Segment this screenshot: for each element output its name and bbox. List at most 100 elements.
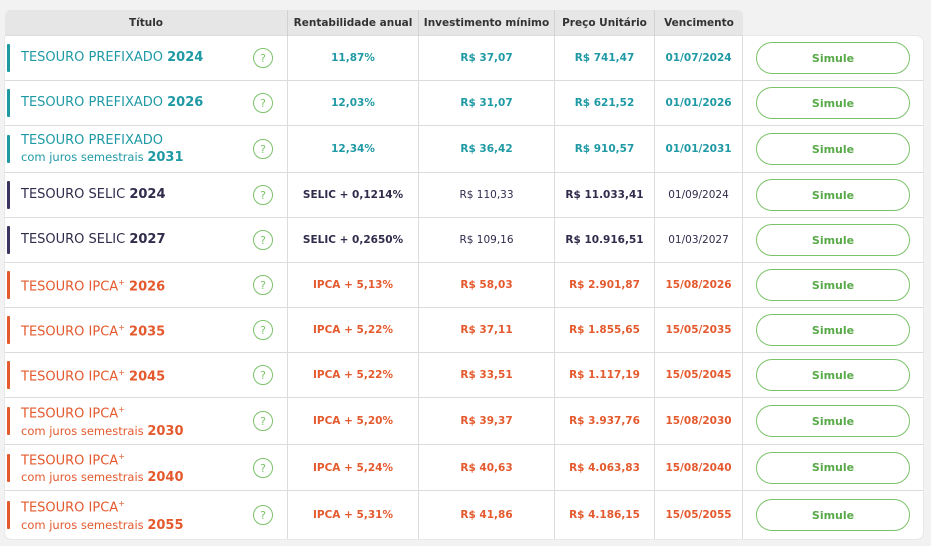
title-cell: TESOURO IPCA+ 2035? (5, 308, 288, 352)
vencimento-cell: 15/05/2035 (655, 308, 743, 352)
color-bar (7, 226, 10, 254)
bond-name: TESOURO IPCA+ 2026 (21, 275, 165, 295)
table-row: TESOURO SELIC 2027? SELIC + 0,2650% R$ 109… (5, 218, 923, 263)
bond-name: TESOURO PREFIXADO 2026 (21, 95, 203, 111)
bonds-table: TESOURO PREFIXADO 2024? 11,87% R$ 37,07 R$ … (5, 36, 923, 539)
bond-subtitle: com juros semestrais 2040 (21, 469, 184, 486)
title-cell: TESOURO PREFIXADO com juros semestrais 20… (5, 126, 288, 172)
rentabilidade-cell: IPCA + 5,20% (288, 398, 419, 444)
color-bar (7, 89, 10, 117)
color-bar (7, 271, 10, 299)
bond-year: 2055 (147, 517, 184, 533)
investimento-cell: R$ 37,11 (419, 308, 555, 352)
simule-button[interactable]: Simule (756, 87, 910, 119)
color-bar (7, 407, 10, 435)
help-icon[interactable]: ? (253, 505, 273, 525)
bond-title: TESOURO PREFIXADO com juros semestrais 20… (21, 133, 184, 166)
help-icon[interactable]: ? (253, 275, 273, 295)
simule-cell: Simule (743, 126, 923, 172)
bond-name-text: TESOURO IPCA (21, 279, 119, 295)
vencimento-cell: 01/03/2027 (655, 218, 743, 262)
title-cell: TESOURO IPCA+ com juros semestrais 2055? (5, 491, 288, 539)
investimento-cell: R$ 33,51 (419, 353, 555, 397)
bond-name-sup: + (118, 277, 125, 287)
bond-title: TESOURO SELIC 2024 (21, 187, 166, 203)
vencimento-cell: 01/07/2024 (655, 36, 743, 80)
rentabilidade-cell: IPCA + 5,24% (288, 445, 419, 490)
investimento-cell: R$ 31,07 (419, 81, 555, 125)
preco-cell: R$ 10.916,51 (555, 218, 655, 262)
investimento-cell: R$ 109,16 (419, 218, 555, 262)
bond-year: 2031 (147, 149, 184, 165)
simule-button[interactable]: Simule (756, 42, 910, 74)
bond-name: TESOURO IPCA+ (21, 449, 184, 469)
color-bar (7, 316, 10, 344)
bond-year: 2024 (129, 187, 166, 202)
vencimento-cell: 15/05/2055 (655, 491, 743, 539)
bond-year: 2035 (129, 324, 166, 340)
simule-cell: Simule (743, 398, 923, 444)
preco-cell: R$ 621,52 (555, 81, 655, 125)
bond-subtitle: com juros semestrais 2031 (21, 149, 184, 166)
help-icon[interactable]: ? (253, 230, 273, 250)
table-row: TESOURO IPCA+ com juros semestrais 2040? I… (5, 445, 923, 491)
bond-year: 2027 (129, 232, 166, 247)
simule-cell: Simule (743, 491, 923, 539)
preco-cell: R$ 4.186,15 (555, 491, 655, 539)
bond-name-text: TESOURO SELIC (21, 232, 126, 247)
bond-name-sup: + (118, 405, 125, 415)
simule-button[interactable]: Simule (756, 499, 910, 531)
help-icon[interactable]: ? (253, 411, 273, 431)
simule-cell: Simule (743, 445, 923, 490)
simule-button[interactable]: Simule (756, 224, 910, 256)
bond-name: TESOURO PREFIXADO 2024 (21, 50, 203, 66)
help-icon[interactable]: ? (253, 48, 273, 68)
color-bar (7, 44, 10, 72)
simule-cell: Simule (743, 81, 923, 125)
header-rentabilidade: Rentabilidade anual (288, 10, 419, 36)
bond-title: TESOURO IPCA+ 2026 (21, 275, 165, 295)
title-cell: TESOURO IPCA+ com juros semestrais 2030? (5, 398, 288, 444)
simule-button[interactable]: Simule (756, 359, 910, 391)
rentabilidade-cell: SELIC + 0,2650% (288, 218, 419, 262)
rentabilidade-cell: SELIC + 0,1214% (288, 173, 419, 217)
help-icon[interactable]: ? (253, 457, 273, 478)
header-investimento: Investimento mínimo (419, 10, 555, 36)
bond-name: TESOURO SELIC 2024 (21, 187, 166, 203)
title-cell: TESOURO PREFIXADO 2024? (5, 36, 288, 80)
color-bar (7, 501, 10, 529)
header-preco: Preço Unitário (555, 10, 655, 36)
investimento-cell: R$ 39,37 (419, 398, 555, 444)
simule-button[interactable]: Simule (756, 269, 910, 301)
simule-cell: Simule (743, 308, 923, 352)
bond-year: 2024 (167, 50, 204, 65)
simule-button[interactable]: Simule (756, 314, 910, 346)
table-row: TESOURO PREFIXADO 2026? 12,03% R$ 31,07 R$ … (5, 81, 923, 126)
vencimento-cell: 15/08/2026 (655, 263, 743, 307)
help-icon[interactable]: ? (253, 139, 273, 159)
bond-subtitle: com juros semestrais 2030 (21, 423, 184, 440)
bond-year: 2026 (129, 279, 166, 295)
rentabilidade-cell: IPCA + 5,22% (288, 353, 419, 397)
preco-cell: R$ 1.117,19 (555, 353, 655, 397)
bond-name: TESOURO IPCA+ 2045 (21, 365, 165, 385)
simule-cell: Simule (743, 263, 923, 307)
help-icon[interactable]: ? (253, 185, 273, 205)
simule-button[interactable]: Simule (756, 451, 910, 484)
bond-title: TESOURO IPCA+ com juros semestrais 2040 (21, 449, 184, 486)
simule-button[interactable]: Simule (756, 133, 910, 165)
help-icon[interactable]: ? (253, 365, 273, 385)
color-bar (7, 135, 10, 163)
help-icon[interactable]: ? (253, 93, 273, 113)
color-bar (7, 453, 10, 482)
rentabilidade-cell: IPCA + 5,31% (288, 491, 419, 539)
simule-button[interactable]: Simule (756, 179, 910, 211)
bond-name-text: TESOURO IPCA (21, 500, 119, 516)
header-vencimento: Vencimento (664, 17, 734, 29)
title-cell: TESOURO IPCA+ com juros semestrais 2040? (5, 445, 288, 490)
preco-cell: R$ 3.937,76 (555, 398, 655, 444)
rentabilidade-cell: IPCA + 5,22% (288, 308, 419, 352)
help-icon[interactable]: ? (253, 320, 273, 340)
title-cell: TESOURO IPCA+ 2045? (5, 353, 288, 397)
simule-button[interactable]: Simule (756, 405, 910, 437)
